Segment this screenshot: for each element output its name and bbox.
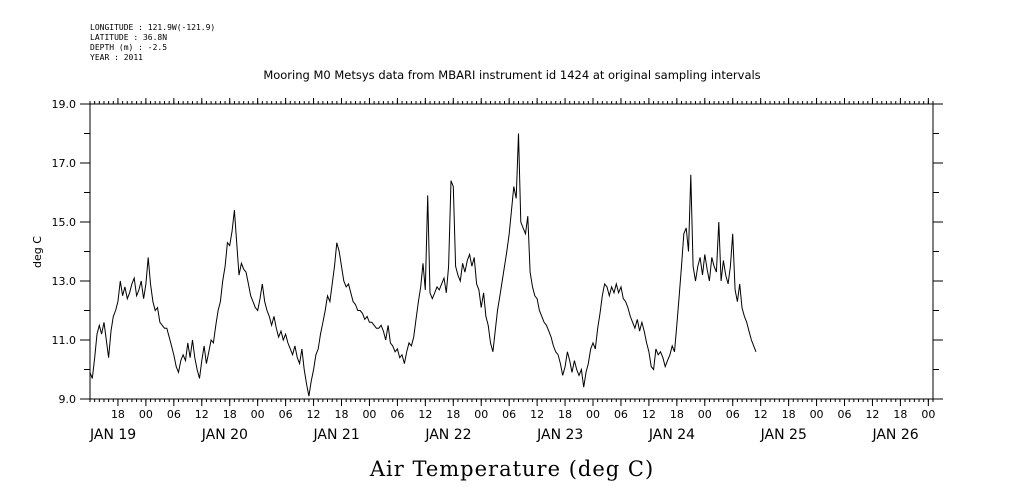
x-day-label: JAN 20 (201, 427, 248, 443)
x-tick-label: 18 (893, 408, 907, 421)
x-day-label: JAN 25 (760, 427, 807, 443)
x-tick-label: 18 (335, 408, 349, 421)
x-tick-label: 00 (586, 408, 600, 421)
y-tick-label: 19.0 (52, 98, 77, 111)
y-tick-labels: 9.0 11.0 13.0 15.0 17.0 19.0 (52, 98, 77, 406)
y-axis-label: deg C (31, 236, 44, 268)
y-ticks (80, 103, 943, 400)
x-day-label: JAN 21 (313, 427, 360, 443)
chart-title: Mooring M0 Metsys data from MBARI instru… (263, 68, 760, 82)
x-day-label: JAN 22 (424, 427, 471, 443)
day-labels: JAN 19 JAN 20 JAN 21 JAN 22 JAN 23 JAN 24 JAN … (89, 427, 919, 443)
x-tick-label: 18 (782, 408, 796, 421)
x-tick-label: 18 (111, 408, 125, 421)
x-tick-label: 12 (418, 408, 432, 421)
x-day-label: JAN 26 (871, 427, 918, 443)
x-tick-label: 12 (754, 408, 768, 421)
x-day-label: JAN 19 (89, 427, 136, 443)
x-tick-label: 00 (474, 408, 488, 421)
x-tick-label: 06 (167, 408, 181, 421)
x-tick-label: 00 (698, 408, 712, 421)
plot-frame (89, 103, 934, 400)
x-axis-label: Air Temperature (deg C) (369, 457, 654, 481)
x-tick-label: 00 (139, 408, 153, 421)
x-tick-label: 18 (558, 408, 572, 421)
metadata-block: LONGITUDE : 121.9W(-121.9) LATITUDE : 36… (90, 23, 215, 62)
y-tick-label: 9.0 (59, 393, 77, 406)
x-tick-label: 06 (390, 408, 404, 421)
x-tick-label: 06 (502, 408, 516, 421)
x-tick-label: 18 (446, 408, 460, 421)
minor-ticks (89, 101, 934, 402)
x-tick-label: 12 (195, 408, 209, 421)
x-tick-label: 12 (865, 408, 879, 421)
x-tick-label: 00 (921, 408, 935, 421)
y-tick-label: 11.0 (52, 334, 77, 347)
meta-longitude: LONGITUDE : 121.9W(-121.9) (90, 23, 215, 32)
x-tick-label: 00 (810, 408, 824, 421)
x-tick-label: 06 (279, 408, 293, 421)
y-tick-label: 17.0 (52, 157, 77, 170)
x-tick-label: 12 (307, 408, 321, 421)
x-tick-label: 18 (223, 408, 237, 421)
y-tick-label: 13.0 (52, 275, 77, 288)
meta-latitude: LATITUDE : 36.8N (90, 33, 167, 42)
x-tick-labels: 18 00 06 12 18 00 06 12 18 00 06 12 18 00 06 12 18 00 06 12… (111, 408, 935, 421)
series-line-air-temperature (89, 133, 757, 397)
x-tick-label: 12 (530, 408, 544, 421)
x-tick-label: 00 (362, 408, 376, 421)
x-tick-label: 06 (726, 408, 740, 421)
x-tick-label: 18 (670, 408, 684, 421)
x-day-label: JAN 23 (536, 427, 583, 443)
x-tick-label: 00 (251, 408, 265, 421)
meta-year: YEAR : 2011 (90, 53, 143, 62)
x-day-label: JAN 24 (648, 427, 695, 443)
y-tick-label: 15.0 (52, 216, 77, 229)
x-tick-label: 06 (614, 408, 628, 421)
meta-depth: DEPTH (m) : -2.5 (90, 43, 167, 52)
x-major-ticks (117, 98, 929, 406)
x-tick-label: 06 (838, 408, 852, 421)
x-tick-label: 12 (642, 408, 656, 421)
